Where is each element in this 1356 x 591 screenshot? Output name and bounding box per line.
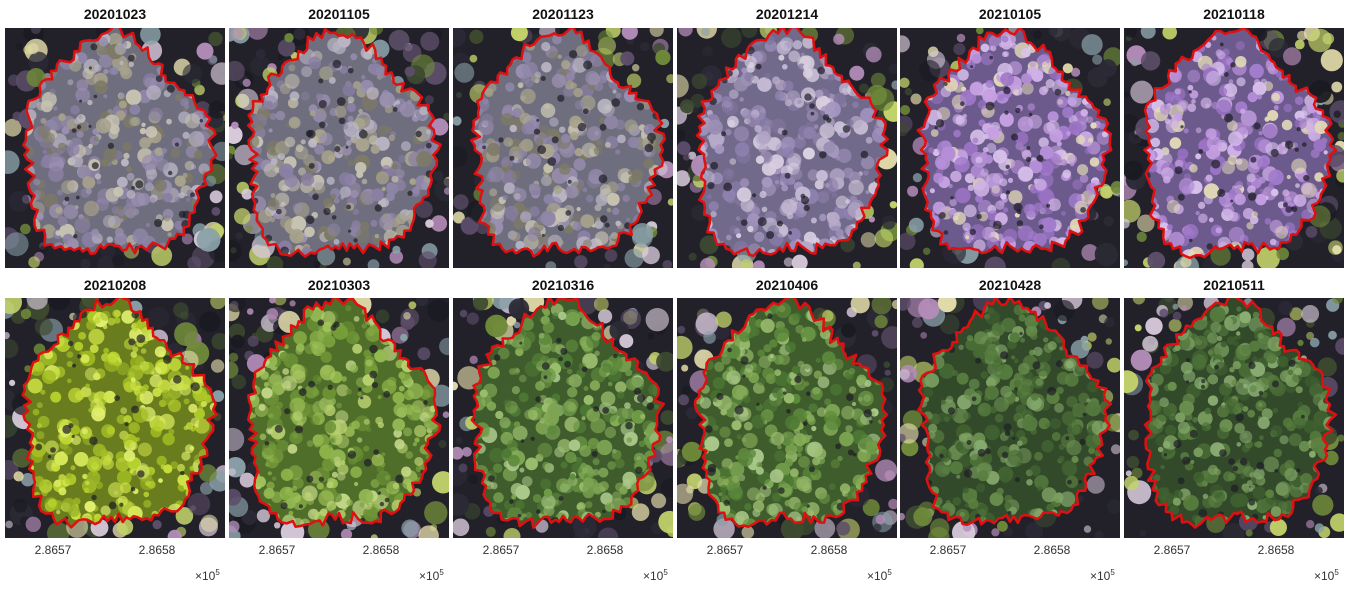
panel-title: 20210406 xyxy=(755,277,819,293)
crown-outline xyxy=(246,298,442,528)
x-tick-label: 2.8658 xyxy=(138,543,176,557)
x-axis-multiplier: ×105 xyxy=(643,568,668,583)
panel-title: 20201023 xyxy=(83,6,147,22)
x-tick-label: 2.8657 xyxy=(482,543,520,557)
x-axis-multiplier: ×105 xyxy=(1314,568,1339,583)
crown-outline xyxy=(246,28,442,258)
crown-outline xyxy=(1143,298,1338,529)
tree-crown-image xyxy=(229,298,449,538)
tree-crown-image xyxy=(900,298,1120,538)
crown-outline xyxy=(916,28,1113,255)
x-tick-label: 2.8658 xyxy=(586,543,624,557)
tree-crown-image xyxy=(453,298,673,538)
tree-crown-image xyxy=(900,28,1120,268)
crown-outline xyxy=(695,28,890,258)
crown-outline xyxy=(916,298,1113,527)
x-tick-label: 2.8657 xyxy=(34,543,72,557)
panel-title: 20210118 xyxy=(1203,6,1265,22)
panel-title: 20201123 xyxy=(532,6,594,22)
crown-outline xyxy=(470,298,666,529)
tree-crown-image xyxy=(5,28,225,268)
crown-outline xyxy=(470,28,666,258)
panel-title: 20210316 xyxy=(531,277,595,293)
x-tick-label: 2.8657 xyxy=(1153,543,1191,557)
tree-crown-image xyxy=(229,28,449,268)
panel-title: 20210428 xyxy=(978,277,1042,293)
panel-title: 20210105 xyxy=(978,6,1042,22)
x-tick-label: 2.8658 xyxy=(810,543,848,557)
x-tick-label: 2.8658 xyxy=(1033,543,1071,557)
x-axis-multiplier: ×105 xyxy=(1090,568,1115,583)
x-axis-multiplier: ×105 xyxy=(419,568,444,583)
tree-crown-image xyxy=(1124,298,1344,538)
panel-title: 20210511 xyxy=(1203,277,1265,293)
x-axis-multiplier: ×105 xyxy=(195,568,220,583)
crown-outline xyxy=(22,28,218,256)
tree-crown-image xyxy=(5,298,225,538)
x-tick-label: 2.8657 xyxy=(258,543,296,557)
tree-crown-image xyxy=(677,28,897,268)
panel-title: 20201105 xyxy=(308,6,370,22)
panel-title: 20201214 xyxy=(755,6,819,22)
crown-outline xyxy=(21,298,219,529)
crown-outline xyxy=(1143,28,1338,260)
x-tick-label: 2.8658 xyxy=(362,543,400,557)
panel-title: 20210303 xyxy=(307,277,371,293)
tree-crown-image xyxy=(677,298,897,538)
crown-outline xyxy=(693,298,889,529)
panel-title: 20210208 xyxy=(83,277,147,293)
x-tick-label: 2.8658 xyxy=(1257,543,1295,557)
x-tick-label: 2.8657 xyxy=(706,543,744,557)
x-axis-multiplier: ×105 xyxy=(867,568,892,583)
x-tick-label: 2.8657 xyxy=(929,543,967,557)
tree-crown-image xyxy=(1124,28,1344,268)
tree-crown-image xyxy=(453,28,673,268)
